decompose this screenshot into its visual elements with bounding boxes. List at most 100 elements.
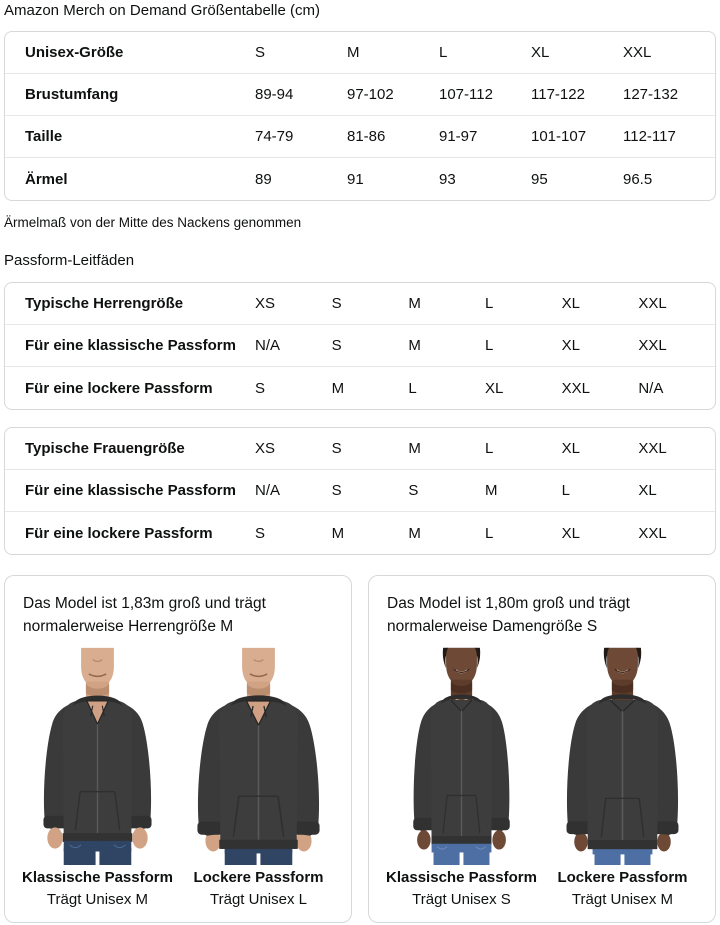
table-cell: 107-112 <box>439 86 493 103</box>
table-cell: M <box>347 44 360 61</box>
table-row: Brustumfang 89-94 97-102 107-112 117-122… <box>5 74 715 116</box>
size-label: Trägt Unisex S <box>412 891 511 908</box>
table-cell: 91 <box>347 170 364 188</box>
table-cell: 89-94 <box>255 86 294 103</box>
table-cell: 96.5 <box>623 170 653 188</box>
table-cell: XS <box>255 440 276 457</box>
table-cell: 81-86 <box>347 128 386 145</box>
table-cell: L <box>408 379 417 397</box>
table-cell: XXL <box>561 379 591 397</box>
table-row: Typische Herrengröße XS S M L XL XXL <box>5 283 715 325</box>
size-table: Unisex-Größe S M L XL XXL Brustumfang 89… <box>4 31 716 201</box>
table-cell: 101-107 <box>531 128 587 145</box>
row-label: Typische Herrengröße <box>25 295 184 312</box>
table-row: Ärmel 89 91 93 95 96.5 <box>5 158 715 200</box>
table-cell: XL <box>561 440 581 457</box>
row-label: Ärmel <box>25 170 68 188</box>
model-photo-men-loose-icon <box>197 647 320 865</box>
table-cell: 91-97 <box>439 128 478 145</box>
row-label: Typische Frauengröße <box>25 440 185 457</box>
figure-men-loose-fit: Lockere Passform Trägt Unisex L <box>180 645 337 911</box>
row-label: Für eine lockere Passform <box>25 524 213 542</box>
table-cell: S <box>255 379 266 397</box>
figure-men-classic-fit: Klassische Passform Trägt Unisex M <box>19 645 176 911</box>
row-label: Unisex-Größe <box>25 44 124 61</box>
model-card-men: Das Model ist 1,83m groß und trägt norma… <box>4 575 352 923</box>
table-cell: S <box>408 482 419 499</box>
model-description: Das Model ist 1,80m groß und trägt norma… <box>387 595 630 635</box>
figure-women-classic-fit: Klassische Passform Trägt Unisex S <box>383 645 540 911</box>
table-cell: XXL <box>638 295 667 312</box>
table-cell: XXL <box>638 337 667 354</box>
table-row: Typische Frauengröße XS S M L XL XXL <box>5 428 715 470</box>
sleeve-measure-note: Ärmelmaß von der Mitte des Nackens genom… <box>4 215 302 230</box>
table-cell: S <box>255 524 266 542</box>
table-cell: L <box>484 337 494 354</box>
table-cell: L <box>561 482 570 499</box>
table-cell: M <box>408 524 421 542</box>
table-cell: S <box>331 440 342 457</box>
table-cell: XL <box>531 44 550 61</box>
table-cell: M <box>331 379 345 397</box>
table-cell: N/A <box>255 337 281 354</box>
table-cell: S <box>331 482 342 499</box>
table-row: Für eine klassische Passform N/A S M L X… <box>5 325 715 367</box>
row-label: Brustumfang <box>25 86 119 103</box>
fit-guide-table-men: Typische Herrengröße XS S M L XL XXL Für… <box>4 282 716 410</box>
table-cell: 112-117 <box>623 128 676 145</box>
table-row: Für eine klassische Passform N/A S S M L… <box>5 470 715 512</box>
fit-label: Klassische Passform <box>386 869 537 886</box>
table-cell: 127-132 <box>623 86 679 103</box>
table-row: Für eine lockere Passform S M M L XL XXL <box>5 512 715 554</box>
table-cell: XL <box>484 379 504 397</box>
row-label: Für eine klassische Passform <box>25 482 236 499</box>
table-cell: XS <box>255 295 276 312</box>
size-label: Trägt Unisex M <box>571 891 674 908</box>
fit-guide-heading: Passform-Leitfäden <box>4 252 135 269</box>
fit-label: Lockere Passform <box>193 869 324 886</box>
table-row: Für eine lockere Passform S M L XL XXL N… <box>5 367 715 409</box>
page-title: Amazon Merch on Demand Größentabelle (cm… <box>4 2 320 19</box>
model-photo-women-classic-icon <box>413 647 510 865</box>
table-cell: S <box>331 337 342 354</box>
table-cell: S <box>331 295 342 312</box>
table-cell: 97-102 <box>347 86 394 103</box>
table-cell: L <box>484 524 494 542</box>
model-figures: Klassische Passform Trägt Unisex S <box>383 645 701 911</box>
size-label: Trägt Unisex M <box>46 891 149 908</box>
table-cell: XL <box>561 524 581 542</box>
table-cell: M <box>408 295 421 312</box>
size-label: Trägt Unisex L <box>210 891 307 908</box>
table-cell: XL <box>638 482 657 499</box>
model-description: Das Model ist 1,83m groß und trägt norma… <box>23 595 266 635</box>
model-photo-men-classic-icon <box>43 647 152 865</box>
table-cell: M <box>484 482 498 499</box>
table-cell: 95 <box>531 170 548 188</box>
table-cell: S <box>255 44 266 61</box>
table-cell: M <box>408 440 421 457</box>
model-cards-row: Das Model ist 1,83m groß und trägt norma… <box>4 575 716 923</box>
fit-label: Klassische Passform <box>22 869 173 886</box>
table-cell: XL <box>561 337 581 354</box>
table-cell: M <box>408 337 421 354</box>
table-cell: XXL <box>638 524 667 542</box>
row-label: Taille <box>25 128 63 145</box>
figure-women-loose-fit: Lockere Passform Trägt Unisex M <box>544 645 701 911</box>
table-cell: M <box>331 524 345 542</box>
table-row: Unisex-Größe S M L XL XXL <box>5 32 715 74</box>
row-label: Für eine klassische Passform <box>25 337 236 354</box>
table-cell: 117-122 <box>531 86 585 103</box>
model-photo-women-loose-icon <box>566 647 679 865</box>
table-cell: 74-79 <box>255 128 294 145</box>
row-label: Für eine lockere Passform <box>25 379 213 397</box>
table-cell: XL <box>561 295 581 312</box>
table-cell: L <box>439 44 448 61</box>
table-row: Taille 74-79 81-86 91-97 101-107 112-117 <box>5 116 715 158</box>
table-cell: 93 <box>439 170 456 188</box>
table-cell: N/A <box>638 379 664 397</box>
fit-label: Lockere Passform <box>557 869 688 886</box>
table-cell: XXL <box>638 440 667 457</box>
table-cell: N/A <box>255 482 281 499</box>
model-figures: Klassische Passform Trägt Unisex M <box>19 645 337 911</box>
